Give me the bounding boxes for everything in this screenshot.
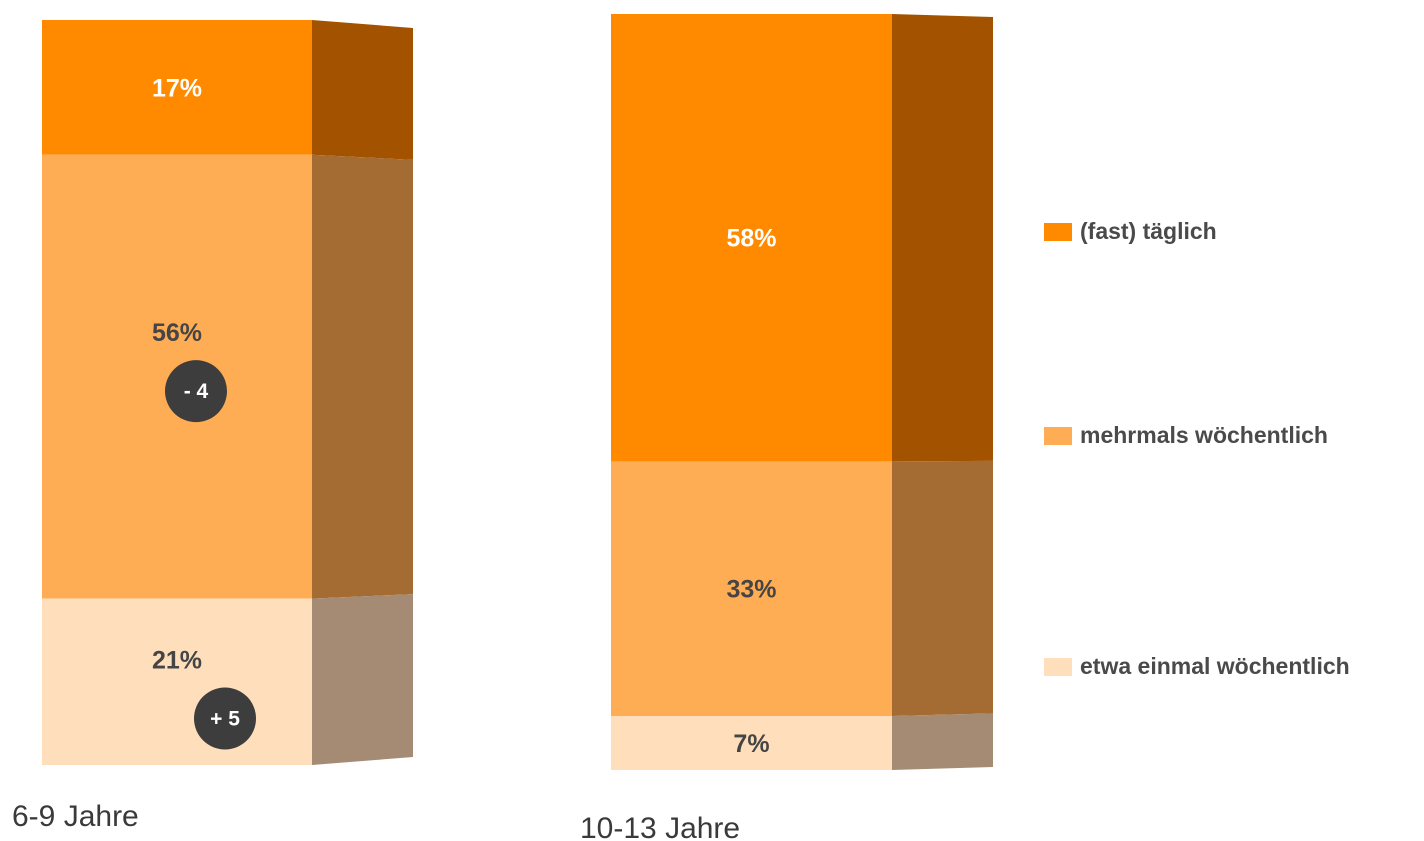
legend-swatch-several-weekly <box>1044 426 1072 445</box>
legend-swatch-once-weekly <box>1044 657 1072 676</box>
change-badge-6-9-jahre-mehrmals-wöchentlich <box>165 360 227 423</box>
legend-item-once-weekly: etwa einmal wöchentlich <box>1044 653 1350 680</box>
change-badge-label-6-9-jahre-etwa-einmal-wöchentlich: + 5 <box>210 707 240 730</box>
bar-side-10-13-jahre-etwa-einmal-wöchentlich <box>892 713 993 770</box>
labels-group: 17% 56% - 4 21% + 5 6-9 Jahre 58% 33% 7% 10-13 Ja… <box>12 74 777 841</box>
bar-side-10-13-jahre-fast-täglich <box>892 14 993 462</box>
bar-side-6-9-jahre-mehrmals-wöchentlich <box>312 154 413 599</box>
legend-label-once-weekly: etwa einmal wöchentlich <box>1080 653 1350 679</box>
category-label-6-9-jahre: 6-9 Jahre <box>12 800 139 833</box>
bar-6-9-jahre-etwa-einmal-wöchentlich <box>42 598 312 765</box>
value-label-6-9-jahre-fast-täglich: 17% <box>152 74 202 102</box>
bar-10-13-jahre-fast-täglich <box>611 14 892 462</box>
legend: (fast) täglich mehrmals wöchentlich etwa… <box>1044 0 1424 841</box>
legend-swatch-daily <box>1044 222 1072 241</box>
legend-label-daily: (fast) täglich <box>1080 218 1217 244</box>
legend-item-several-weekly: mehrmals wöchentlich <box>1044 422 1328 449</box>
value-label-10-13-jahre-mehrmals-wöchentlich: 33% <box>726 576 776 604</box>
value-label-10-13-jahre-fast-täglich: 58% <box>726 225 776 253</box>
category-label-10-13-jahre: 10-13 Jahre <box>580 812 740 841</box>
bar-10-13-jahre-etwa-einmal-wöchentlich <box>611 716 892 770</box>
bars-group <box>42 14 993 770</box>
bar-side-6-9-jahre-etwa-einmal-wöchentlich <box>312 594 413 765</box>
value-label-6-9-jahre-mehrmals-wöchentlich: 56% <box>152 319 202 347</box>
change-badge-label-6-9-jahre-mehrmals-wöchentlich: - 4 <box>184 380 209 403</box>
bar-10-13-jahre-mehrmals-wöchentlich <box>611 461 892 716</box>
bar-side-10-13-jahre-mehrmals-wöchentlich <box>892 460 993 716</box>
value-label-10-13-jahre-etwa-einmal-wöchentlich: 7% <box>733 730 769 758</box>
bar-6-9-jahre-fast-täglich <box>42 20 312 155</box>
change-badge-6-9-jahre-etwa-einmal-wöchentlich <box>194 687 256 750</box>
legend-item-daily: (fast) täglich <box>1044 218 1217 245</box>
legend-label-several-weekly: mehrmals wöchentlich <box>1080 422 1328 448</box>
bar-side-6-9-jahre-fast-täglich <box>312 20 413 160</box>
value-label-6-9-jahre-etwa-einmal-wöchentlich: 21% <box>152 646 202 674</box>
